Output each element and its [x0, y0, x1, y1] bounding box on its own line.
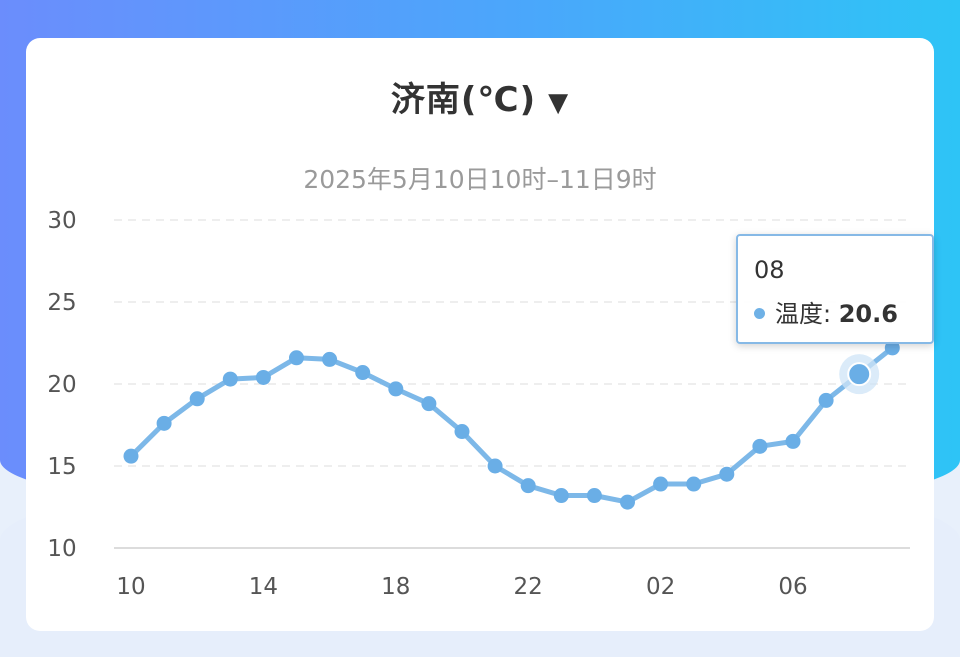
data-point [222, 371, 238, 387]
city-title[interactable]: 济南(℃) [390, 80, 537, 120]
y-tick-label: 30 [47, 208, 76, 234]
y-tick-label: 25 [47, 290, 76, 316]
data-point [520, 478, 536, 494]
series-line-temperature [128, 345, 895, 505]
x-tick-label: 10 [116, 574, 145, 600]
data-point [653, 476, 669, 492]
data-point [388, 381, 404, 397]
y-tick-label: 10 [47, 536, 76, 562]
x-tick-label: 18 [381, 574, 410, 600]
data-point [289, 350, 304, 366]
data-point [255, 369, 271, 385]
data-tooltip: 08 温度: 20.6 [736, 234, 934, 344]
tooltip-row: 温度: 20.6 [754, 294, 898, 329]
data-point [189, 391, 205, 407]
x-tick-label: 02 [646, 574, 675, 600]
data-point [355, 365, 371, 381]
data-point [123, 448, 139, 464]
data-point [818, 392, 834, 408]
data-point [553, 488, 569, 504]
tooltip-series-name: 温度 [775, 300, 823, 328]
y-tick-label: 20 [47, 372, 76, 398]
tooltip-x-label: 08 [754, 256, 785, 284]
data-point [620, 494, 635, 510]
tooltip-separator: : [823, 300, 839, 328]
data-point [421, 396, 437, 412]
x-tick-label: 22 [514, 574, 543, 600]
data-point [686, 476, 702, 492]
data-point [884, 340, 900, 356]
data-point [487, 458, 503, 474]
data-point [719, 466, 735, 482]
data-point [322, 351, 338, 367]
x-tick-label: 14 [249, 574, 278, 600]
data-point [586, 488, 602, 504]
data-point [156, 415, 172, 431]
time-range-subtitle: 2025年5月10日10时–11日9时 [303, 165, 657, 194]
city-selector[interactable]: 济南(℃) ▼ [0, 72, 960, 121]
highlighted-data-point [847, 362, 872, 387]
dropdown-arrow-icon[interactable]: ▼ [548, 88, 570, 118]
data-point [785, 433, 801, 449]
data-point [454, 424, 470, 440]
data-point [752, 438, 768, 454]
tooltip-value: 20.6 [838, 300, 898, 328]
y-tick-label: 15 [47, 454, 76, 480]
x-tick-label: 06 [778, 574, 807, 600]
series-dot-icon [754, 307, 765, 319]
